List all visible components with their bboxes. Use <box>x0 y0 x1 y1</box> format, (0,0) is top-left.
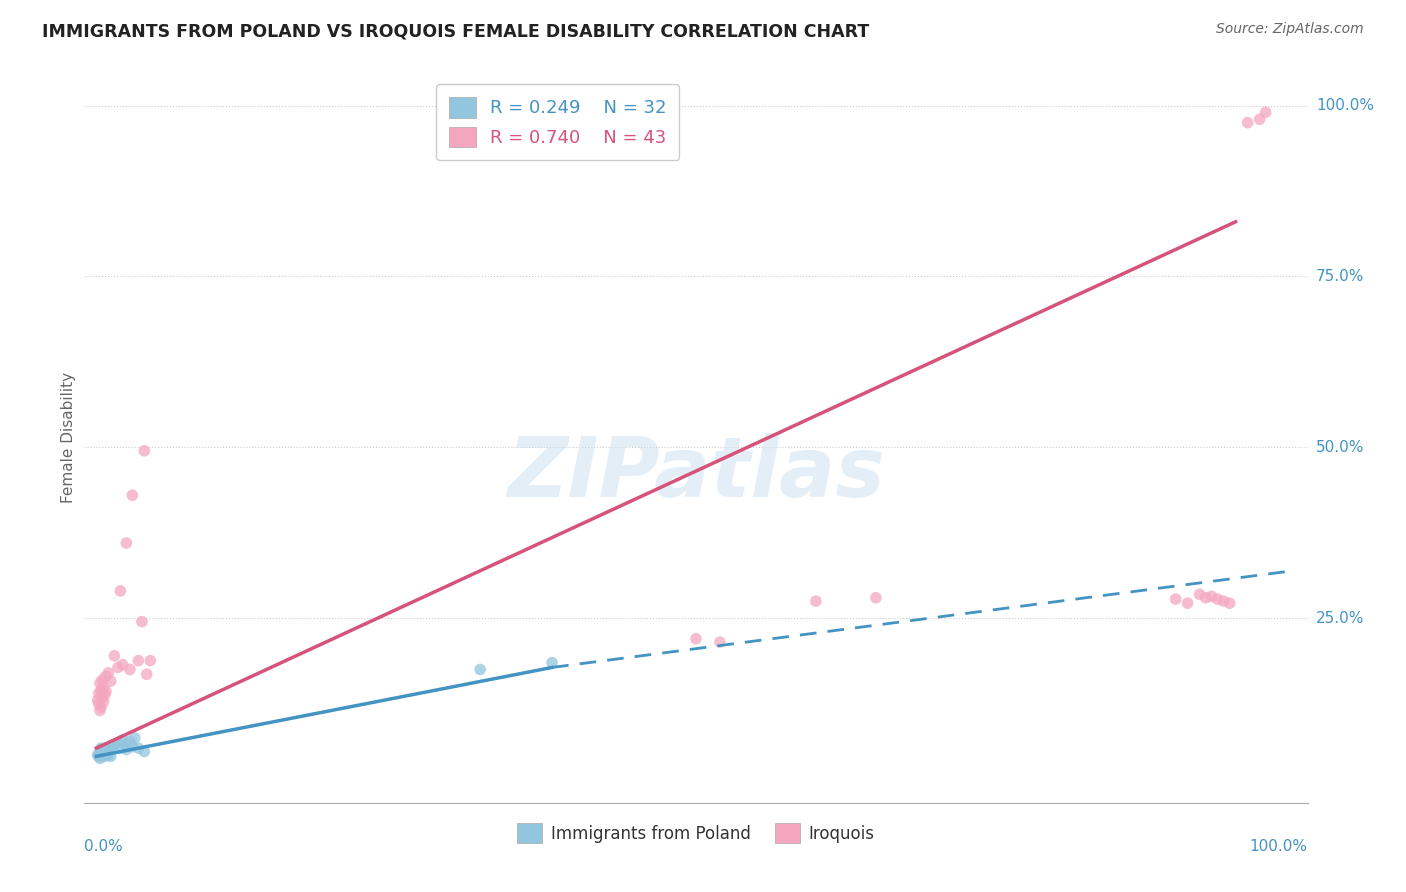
Point <box>94 669 117 683</box>
Point <box>100 674 122 689</box>
Text: 100.0%: 100.0% <box>1250 839 1308 855</box>
Point <box>86 747 108 762</box>
Point <box>94 684 117 698</box>
Point <box>90 745 112 759</box>
Point <box>1188 587 1211 601</box>
Text: Source: ZipAtlas.com: Source: ZipAtlas.com <box>1216 22 1364 37</box>
Point <box>93 745 117 759</box>
Point <box>118 734 141 748</box>
Point <box>87 686 110 700</box>
Point <box>87 697 110 711</box>
Point <box>103 648 125 663</box>
Point <box>89 751 111 765</box>
Y-axis label: Female Disability: Female Disability <box>60 371 76 503</box>
Point <box>89 704 111 718</box>
Point <box>90 700 112 714</box>
Point <box>709 635 731 649</box>
Point <box>97 747 120 762</box>
Point <box>111 657 134 672</box>
Point <box>97 665 120 680</box>
Legend: Immigrants from Poland, Iroquois: Immigrants from Poland, Iroquois <box>510 817 882 849</box>
Point <box>91 690 114 704</box>
Point <box>111 732 134 747</box>
Text: 25.0%: 25.0% <box>1316 611 1364 625</box>
Point <box>1164 592 1187 607</box>
Point <box>91 742 114 756</box>
Point <box>1212 594 1234 608</box>
Point <box>89 747 111 761</box>
Point <box>115 738 138 752</box>
Point <box>91 673 114 687</box>
Point <box>93 688 117 702</box>
Point <box>121 739 143 754</box>
Point <box>124 731 146 745</box>
Point <box>1249 112 1271 127</box>
Text: 50.0%: 50.0% <box>1316 440 1364 455</box>
Text: 0.0%: 0.0% <box>84 839 124 855</box>
Point <box>107 660 129 674</box>
Point <box>121 488 143 502</box>
Point <box>865 591 887 605</box>
Point <box>131 615 153 629</box>
Point <box>89 676 111 690</box>
Point <box>134 443 156 458</box>
Point <box>468 663 491 677</box>
Point <box>100 749 122 764</box>
Point <box>139 654 162 668</box>
Point <box>1219 596 1241 610</box>
Point <box>685 632 707 646</box>
Point <box>115 536 138 550</box>
Point <box>93 747 115 762</box>
Point <box>1254 105 1277 120</box>
Point <box>804 594 827 608</box>
Point <box>107 736 129 750</box>
Point <box>1201 590 1223 604</box>
Text: 75.0%: 75.0% <box>1316 268 1364 284</box>
Point <box>91 747 114 761</box>
Point <box>110 741 132 756</box>
Point <box>86 693 108 707</box>
Point <box>1177 596 1199 610</box>
Point <box>118 663 141 677</box>
Point <box>90 741 112 756</box>
Point <box>93 749 117 764</box>
Text: 100.0%: 100.0% <box>1316 98 1374 113</box>
Point <box>1236 115 1258 129</box>
Text: IMMIGRANTS FROM POLAND VS IROQUOIS FEMALE DISABILITY CORRELATION CHART: IMMIGRANTS FROM POLAND VS IROQUOIS FEMAL… <box>42 22 869 40</box>
Point <box>90 683 112 698</box>
Point <box>135 667 157 681</box>
Point <box>541 656 564 670</box>
Point <box>127 654 149 668</box>
Point <box>94 741 117 756</box>
Point <box>93 744 115 758</box>
Point <box>115 742 138 756</box>
Point <box>134 745 156 759</box>
Point <box>1195 591 1218 605</box>
Point <box>127 741 149 756</box>
Point <box>103 738 125 752</box>
Point <box>87 749 110 764</box>
Point <box>110 583 132 598</box>
Point <box>96 742 118 756</box>
Point <box>1206 592 1229 607</box>
Text: ZIPatlas: ZIPatlas <box>508 434 884 514</box>
Point <box>100 739 122 754</box>
Point <box>93 695 115 709</box>
Point <box>97 745 120 759</box>
Point <box>93 681 115 695</box>
Point <box>94 747 117 761</box>
